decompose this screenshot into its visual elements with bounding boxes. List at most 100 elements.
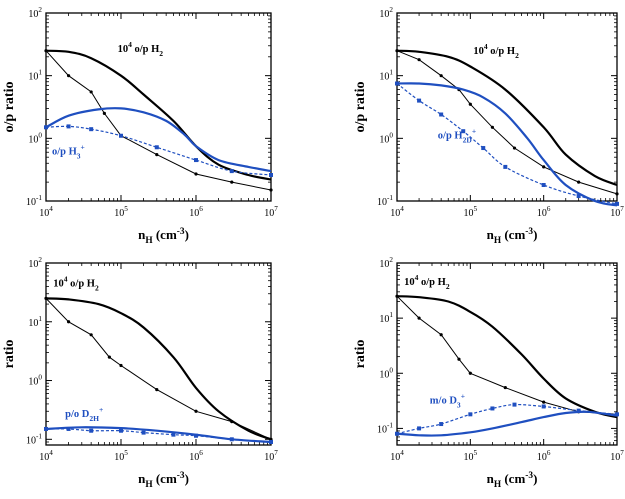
data-point <box>461 129 466 134</box>
data-point <box>155 153 159 157</box>
annotation-ion-label: m/o D3+ <box>430 392 465 410</box>
data-point <box>269 439 273 444</box>
data-point <box>230 180 234 184</box>
y-tick-label: 100 <box>379 366 393 380</box>
data-point <box>154 145 159 150</box>
y-tick-label: 101 <box>28 69 42 83</box>
series-h2-thin <box>396 50 618 195</box>
data-point <box>89 428 94 433</box>
data-point <box>395 81 399 86</box>
panel-3: 104 105 106 107 10-1 100 101 102 nH (cm-3) ratio 1… <box>2 256 278 490</box>
y-tick-label: 100 <box>28 374 42 388</box>
series-ion-model <box>396 82 618 207</box>
data-point <box>512 146 517 150</box>
data-point <box>481 146 486 151</box>
y-tick-label: 102 <box>28 256 42 270</box>
series-ion-dashed <box>396 83 618 205</box>
x-tick-label: 105 <box>114 449 128 463</box>
data-point <box>107 355 111 359</box>
data-point <box>417 58 421 62</box>
x-axis-label: nH (cm-3) <box>138 471 189 490</box>
data-point <box>229 169 234 174</box>
data-point <box>89 333 93 337</box>
data-point <box>66 124 71 129</box>
x-axis-label: nH (cm-3) <box>487 471 538 490</box>
x-tick-label: 106 <box>189 449 203 463</box>
data-point <box>194 158 198 163</box>
y-tick-label: 10-1 <box>377 194 393 208</box>
data-point <box>102 111 106 115</box>
data-point <box>503 164 508 169</box>
annotation-ion-label: o/p H2D+ <box>438 126 476 144</box>
annotation-h2-label: 104 o/p H2 <box>53 274 99 292</box>
data-point <box>417 426 422 431</box>
x-tick-label: 105 <box>464 205 478 219</box>
panel-1: 104 105 106 107 10-1 100 101 102 nH (cm-3) o/p ra… <box>2 6 278 246</box>
x-tick-label: 107 <box>264 205 278 219</box>
data-point <box>269 188 273 192</box>
x-tick-label: 105 <box>114 205 128 219</box>
annotation-h2-label: 104 o/p H2 <box>473 42 519 60</box>
y-tick-label: 101 <box>28 315 42 329</box>
y-axis-label: o/p ratio <box>353 82 368 133</box>
data-point <box>439 112 444 117</box>
x-axis-label: nH (cm-3) <box>138 227 189 246</box>
data-point <box>417 316 421 320</box>
data-point <box>615 412 619 417</box>
series-h2-thin <box>45 50 272 191</box>
series-h2-thick <box>396 295 618 419</box>
plot-frame <box>45 12 272 202</box>
data-point <box>89 90 93 94</box>
data-point <box>194 433 198 438</box>
y-tick-label: 100 <box>28 131 42 145</box>
data-point <box>490 125 495 129</box>
data-point <box>577 180 581 184</box>
series-ion-dashed <box>396 403 618 435</box>
data-point <box>230 420 234 424</box>
annotation-h2-label: 104 o/p H2 <box>404 273 450 291</box>
x-tick-label: 104 <box>390 449 404 463</box>
annotation-ion-label: o/p H3+ <box>52 143 85 161</box>
data-point <box>66 426 71 431</box>
data-point <box>468 371 472 375</box>
data-point <box>512 402 517 407</box>
data-point <box>44 426 48 431</box>
series-ion-model <box>396 410 618 437</box>
y-tick-label: 10-1 <box>377 421 393 435</box>
data-point <box>395 431 399 436</box>
y-tick-label: 102 <box>28 6 42 20</box>
panel-4: 104 105 106 107 10-1 100 101 102 nH (cm-3) ratio 1… <box>353 256 624 490</box>
x-tick-label: 106 <box>537 205 551 219</box>
data-point <box>503 385 507 390</box>
panel-2: 104 105 106 107 10-1 100 101 102 nH (cm-3) o/p ra… <box>353 6 624 246</box>
series-ion-model <box>45 107 272 173</box>
y-tick-label: 10-1 <box>26 432 42 446</box>
data-point <box>269 172 273 177</box>
data-point <box>89 127 94 132</box>
data-point <box>119 428 123 433</box>
data-point <box>44 125 48 130</box>
data-point <box>439 333 443 337</box>
data-point <box>615 201 619 206</box>
x-tick-label: 107 <box>610 205 624 219</box>
data-point <box>541 183 546 188</box>
y-tick-label: 10-1 <box>26 194 42 208</box>
y-axis-label: o/p ratio <box>2 82 17 133</box>
x-tick-label: 107 <box>264 449 278 463</box>
annotation-ion-label: p/o D2H+ <box>65 405 103 423</box>
x-tick-label: 107 <box>610 449 624 463</box>
x-tick-label: 104 <box>39 449 53 463</box>
x-tick-label: 105 <box>464 449 478 463</box>
plot-frame <box>45 262 272 446</box>
x-tick-label: 104 <box>39 205 53 219</box>
y-tick-label: 102 <box>379 256 393 270</box>
data-point <box>44 296 48 300</box>
data-point <box>615 192 619 196</box>
x-tick-label: 104 <box>390 205 404 219</box>
data-point <box>576 194 581 199</box>
data-point <box>457 357 461 361</box>
data-point <box>439 422 444 427</box>
data-point <box>194 172 198 176</box>
data-point <box>141 430 146 435</box>
